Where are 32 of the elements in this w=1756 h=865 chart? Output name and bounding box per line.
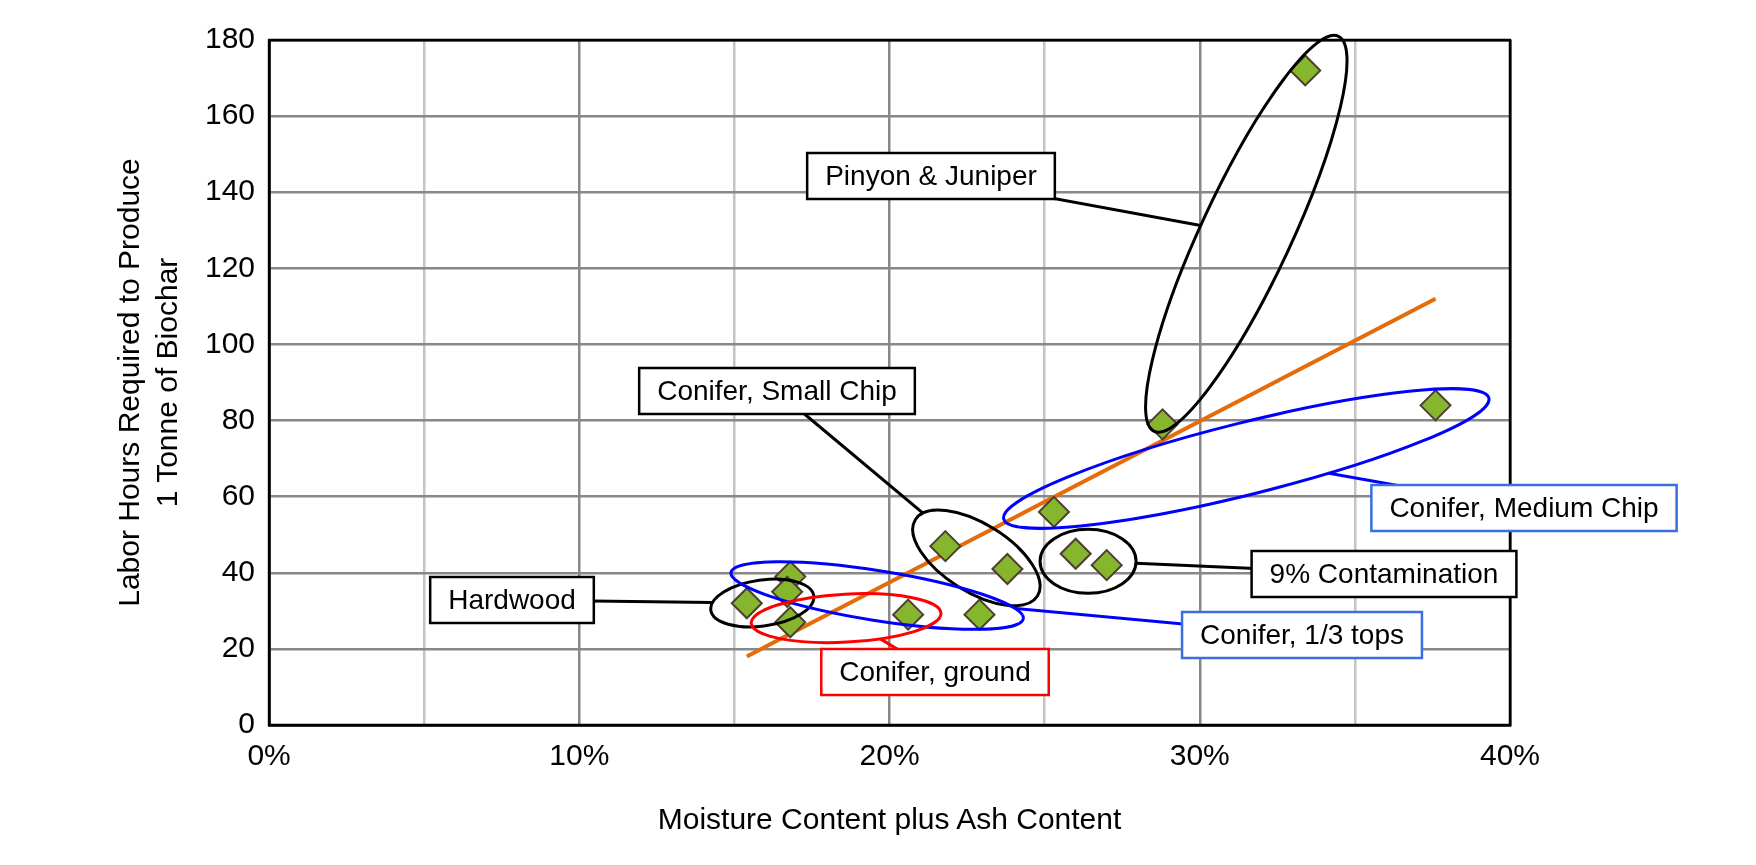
annotation: Conifer, Small Chip (657, 374, 897, 406)
y-tick-label: 40 (221, 554, 256, 588)
y-tick-label: 160 (204, 97, 256, 131)
y-tick-label: 80 (221, 401, 256, 435)
annotation: 9% Contamination (1269, 557, 1499, 589)
point (1090, 549, 1123, 582)
point (1289, 54, 1322, 87)
point (991, 552, 1024, 585)
y-tick-label: 60 (221, 477, 256, 511)
x-tick-label: 40% (1479, 738, 1541, 772)
annotation: Hardwood (448, 583, 576, 615)
x-tick-label: 30% (1169, 738, 1230, 772)
y-tick-label: 100 (204, 325, 256, 359)
annotation: Conifer, 1/3 tops (1200, 618, 1404, 650)
y-axis-title: Labor Hours Required to Produce 1 Tonne of Biochar (112, 158, 183, 607)
y-tick-label: 20 (221, 630, 256, 664)
annotation: Conifer, Medium Chip (1389, 491, 1659, 523)
point (892, 598, 925, 631)
point (963, 598, 996, 631)
point (1419, 389, 1452, 422)
annotation: Pinyon & Juniper (825, 159, 1037, 191)
annotation: Conifer, ground (839, 655, 1031, 687)
y-tick-label: 0 (238, 706, 256, 740)
y-tick-label: 180 (204, 21, 256, 55)
point (929, 530, 962, 563)
x-tick-label: 20% (859, 738, 920, 772)
x-tick-label: 10% (549, 738, 610, 772)
y-tick-label: 120 (204, 249, 256, 283)
point (1037, 495, 1070, 528)
x-axis-title: Moisture Content plus Ash Content (657, 802, 1122, 836)
x-tick-label: 0% (247, 738, 291, 772)
y-tick-label: 140 (204, 173, 256, 207)
